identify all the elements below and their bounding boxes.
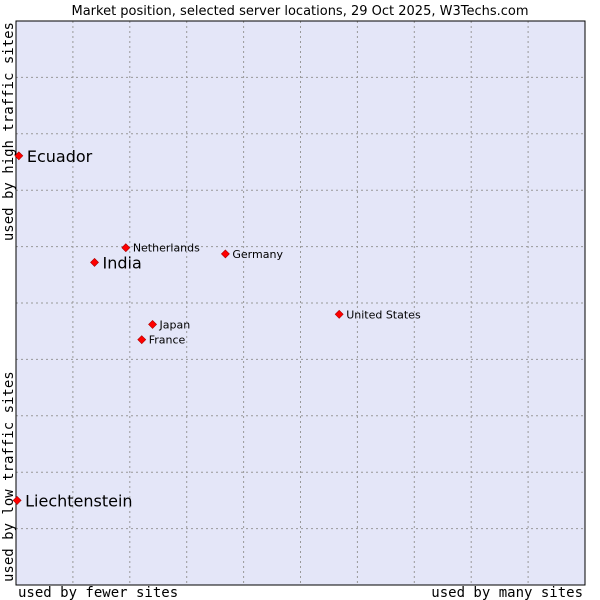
point-marker-france xyxy=(137,335,147,345)
point-label-france: France xyxy=(149,334,186,347)
x-axis-label-right: used by many sites xyxy=(431,585,583,600)
grid-lines xyxy=(16,21,585,585)
point-marker-india xyxy=(90,257,99,267)
y-axis-label-bottom: used by low traffic sites xyxy=(1,371,17,582)
y-axis-label-top: used by high traffic sites xyxy=(1,22,17,241)
point-label-india: India xyxy=(103,253,142,272)
point-marker-japan xyxy=(148,320,157,329)
point-marker-netherlands xyxy=(121,243,131,253)
point-label-ecuador: Ecuador xyxy=(27,147,93,166)
point-marker-united-states xyxy=(334,309,344,319)
point-label-germany: Germany xyxy=(232,248,283,261)
point-marker-ecuador xyxy=(14,151,24,161)
plot-frame xyxy=(15,20,586,586)
point-label-liechtenstein: Liechtenstein xyxy=(25,491,132,510)
point-label-united-states: United States xyxy=(346,308,421,321)
x-axis-label-left: used by fewer sites xyxy=(18,585,178,600)
point-marker-liechtenstein xyxy=(12,495,22,505)
points-layer: Ecuador Netherlands Germany India United Sta… xyxy=(12,147,421,510)
chart-title: Market position, selected server locatio… xyxy=(71,4,528,19)
point-label-japan: Japan xyxy=(159,318,191,331)
point-label-netherlands: Netherlands xyxy=(133,242,200,255)
point-marker-germany xyxy=(220,249,230,259)
